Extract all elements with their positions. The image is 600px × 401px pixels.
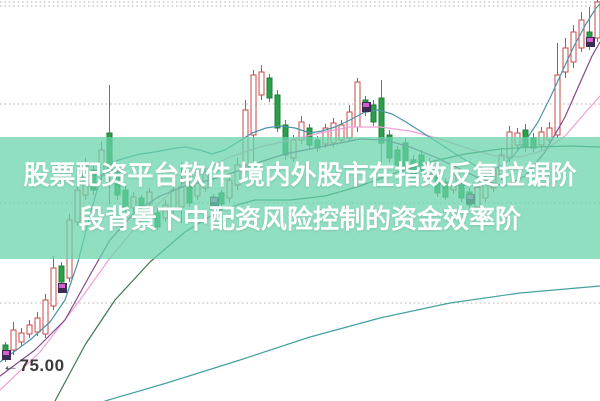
left-arrow-icon: ← — [2, 356, 20, 375]
price-annotation-value: 75.00 — [19, 356, 65, 375]
headline-line-2: 段背景下中配资风险控制的资金效率阶 — [78, 204, 521, 234]
ma-teal-slowest — [104, 285, 600, 401]
headline-overlay: 股票配资平台软件 境内外股市在指数反复拉锯阶 段背景下中配资风险控制的资金效率阶 — [0, 137, 600, 259]
price-annotation: ←75.00 — [2, 356, 65, 376]
headline-line-1: 股票配资平台软件 境内外股市在指数反复拉锯阶 — [23, 160, 577, 191]
